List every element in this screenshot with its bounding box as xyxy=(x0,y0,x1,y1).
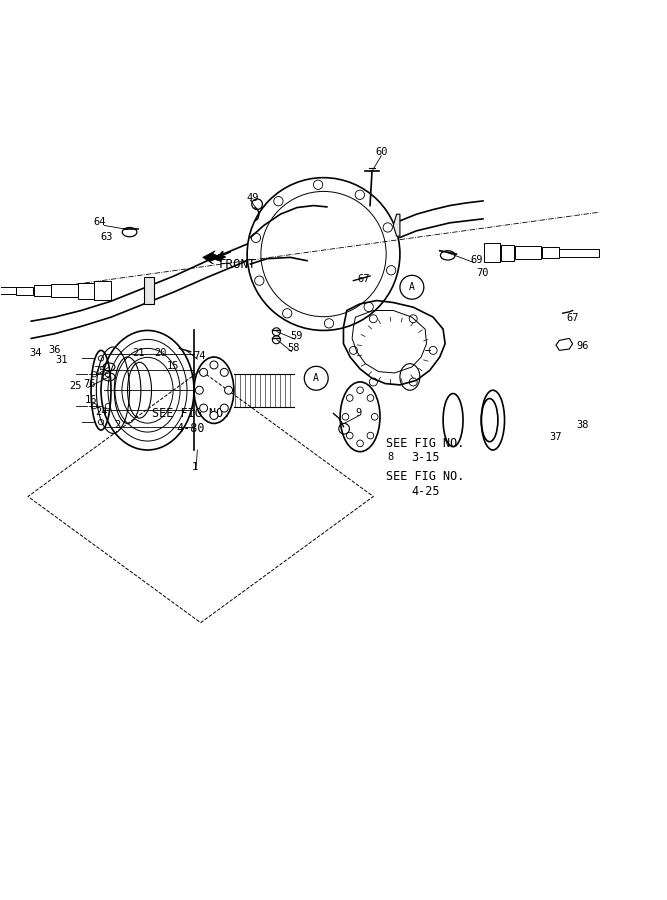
Text: 1: 1 xyxy=(192,462,199,472)
Text: 70: 70 xyxy=(477,268,489,278)
Circle shape xyxy=(225,386,233,394)
Circle shape xyxy=(199,368,207,376)
Text: 24: 24 xyxy=(95,407,107,417)
Text: A: A xyxy=(409,283,415,293)
Text: 9: 9 xyxy=(356,409,362,419)
Text: 75: 75 xyxy=(93,366,106,376)
Bar xyxy=(0,287,16,294)
Text: 21: 21 xyxy=(133,348,145,358)
Bar xyxy=(94,282,111,300)
Text: 36: 36 xyxy=(48,345,61,355)
Text: 31: 31 xyxy=(55,355,67,365)
Text: 64: 64 xyxy=(93,217,106,227)
Polygon shape xyxy=(556,338,573,350)
Polygon shape xyxy=(394,214,400,236)
Bar xyxy=(515,246,542,259)
Text: 69: 69 xyxy=(470,255,482,265)
Text: 16: 16 xyxy=(85,395,97,405)
Bar xyxy=(34,285,51,296)
Text: 59: 59 xyxy=(291,331,303,341)
Text: 3-15: 3-15 xyxy=(411,452,440,464)
Bar xyxy=(501,245,514,261)
Circle shape xyxy=(210,411,218,419)
Bar xyxy=(16,286,33,294)
Circle shape xyxy=(210,361,218,369)
Text: 58: 58 xyxy=(287,344,300,354)
Text: 15: 15 xyxy=(167,361,179,372)
Circle shape xyxy=(195,386,203,394)
Circle shape xyxy=(220,368,228,376)
Text: 8: 8 xyxy=(388,452,394,462)
Bar xyxy=(560,248,599,256)
Bar xyxy=(51,284,78,297)
Bar xyxy=(78,283,94,299)
Text: 34: 34 xyxy=(29,348,42,358)
Text: 4-80: 4-80 xyxy=(177,421,205,435)
Circle shape xyxy=(220,404,228,412)
Text: 2: 2 xyxy=(115,420,121,430)
Text: 37: 37 xyxy=(550,432,562,443)
Text: 67: 67 xyxy=(358,274,370,284)
Polygon shape xyxy=(203,251,221,264)
Text: 38: 38 xyxy=(576,419,589,430)
Text: FRONT: FRONT xyxy=(218,257,256,271)
Polygon shape xyxy=(144,277,154,304)
Text: SEE FIG NO.: SEE FIG NO. xyxy=(386,436,464,450)
Text: 63: 63 xyxy=(100,232,113,242)
Text: 96: 96 xyxy=(576,341,589,351)
Bar xyxy=(484,243,500,262)
Text: 60: 60 xyxy=(375,148,388,157)
Text: 20: 20 xyxy=(155,348,167,358)
Text: 4-25: 4-25 xyxy=(411,485,440,498)
Text: SEE FIG NO.: SEE FIG NO. xyxy=(151,407,230,420)
Text: 74: 74 xyxy=(193,351,205,361)
Polygon shape xyxy=(213,254,224,261)
Circle shape xyxy=(199,404,207,412)
Text: 67: 67 xyxy=(566,313,579,323)
Text: SEE FIG NO.: SEE FIG NO. xyxy=(386,470,464,483)
Text: 49: 49 xyxy=(246,193,259,202)
Bar xyxy=(542,248,559,258)
Text: 25: 25 xyxy=(69,382,82,392)
Text: 76: 76 xyxy=(83,379,95,389)
Text: A: A xyxy=(313,374,319,383)
